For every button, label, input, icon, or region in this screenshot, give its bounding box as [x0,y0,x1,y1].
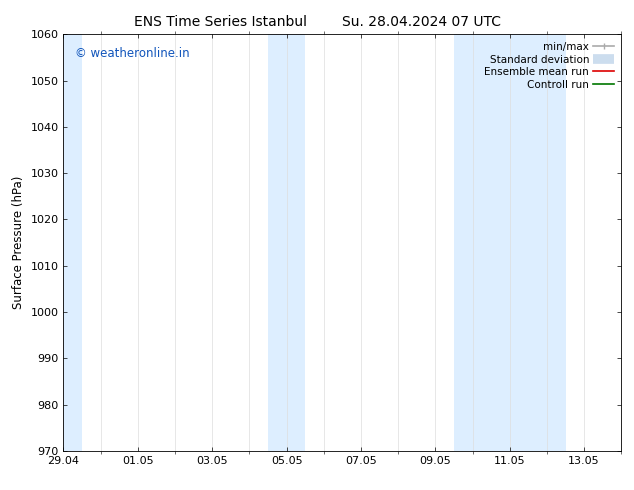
Bar [61,34,82,451]
Bar [454,34,566,451]
Y-axis label: Surface Pressure (hPa): Surface Pressure (hPa) [12,176,25,309]
Legend: min/max, Standard deviation, Ensemble mean run, Controll run: min/max, Standard deviation, Ensemble me… [482,40,616,93]
Text: © weatheronline.in: © weatheronline.in [75,47,189,60]
Bar [268,34,305,451]
Text: ENS Time Series Istanbul        Su. 28.04.2024 07 UTC: ENS Time Series Istanbul Su. 28.04.2024 … [134,15,500,29]
